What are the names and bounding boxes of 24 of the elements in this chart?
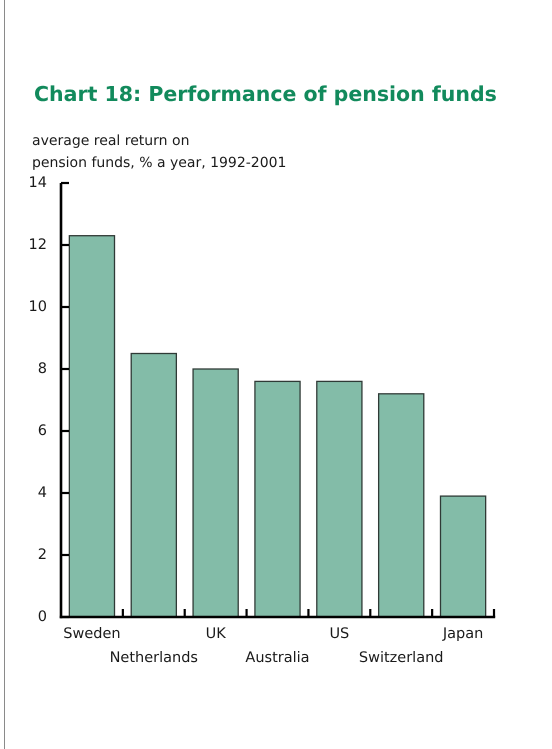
y-axis-title: average real return on pension funds, % a year, 1992-2001 — [32, 133, 286, 171]
x-tick-label: US — [329, 626, 350, 642]
bar — [316, 380, 363, 618]
y-tick-label: 0 — [38, 609, 47, 625]
bar — [192, 368, 239, 618]
x-tick-label: UK — [206, 626, 226, 642]
y-tick-label: 12 — [28, 237, 47, 253]
x-tick-label: Sweden — [63, 626, 121, 642]
x-tick-label: Australia — [245, 650, 310, 666]
bar — [378, 393, 424, 618]
y-tick-label: 6 — [38, 423, 47, 439]
y-tick-label: 8 — [38, 361, 47, 377]
x-tick-label: Japan — [442, 626, 484, 642]
y-tick-label: 4 — [38, 485, 47, 501]
bar — [440, 495, 486, 618]
y-tick-label: 10 — [28, 299, 47, 315]
y-tick-label: 14 — [28, 175, 47, 191]
x-tick-label: Switzerland — [358, 650, 444, 666]
chart-title: Chart 18: Performance of pension funds — [34, 82, 497, 106]
bar — [68, 235, 116, 618]
x-tick-label: Netherlands — [110, 650, 198, 666]
bar — [254, 380, 301, 618]
bar — [130, 352, 178, 618]
y-tick-label: 2 — [38, 547, 47, 563]
